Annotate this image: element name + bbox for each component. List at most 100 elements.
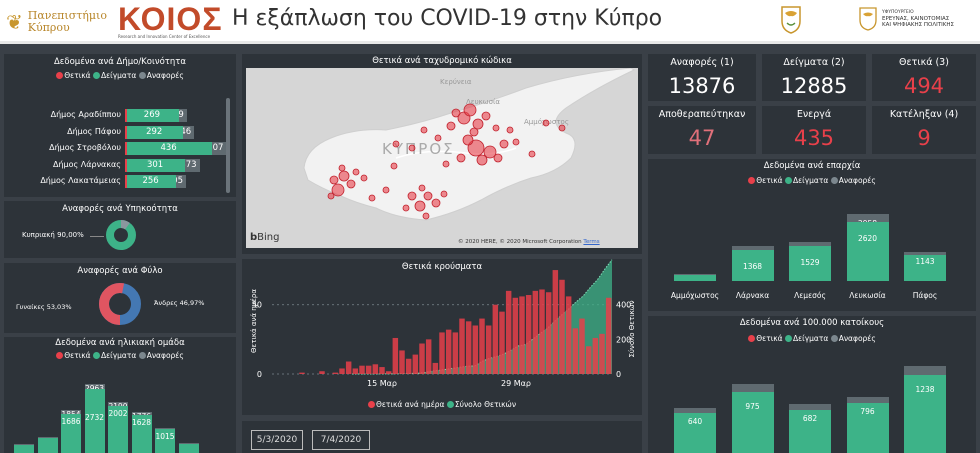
cases-daily-bar[interactable] [472,325,479,375]
municipality-positive-bar[interactable] [125,158,127,172]
cases-daily-bar[interactable] [505,290,512,374]
cases-daily-bar[interactable] [485,325,492,375]
map-case-marker[interactable] [558,124,566,132]
map-case-marker[interactable] [431,198,441,208]
age-tests-bar[interactable] [178,444,199,453]
district-tests-bar[interactable] [674,274,716,281]
cases-daily-bar[interactable] [552,270,559,374]
district-tests-bar[interactable]: 1143 [904,255,946,281]
nationality-donut[interactable] [104,218,138,252]
cases-daily-bar[interactable] [572,328,579,374]
cases-daily-bar[interactable] [385,371,392,374]
map-case-marker[interactable] [422,212,430,220]
cases-daily-bar[interactable] [559,279,565,374]
cases-daily-bar[interactable] [479,318,485,374]
cases-daily-bar[interactable] [365,365,372,374]
municipality-positive-bar[interactable] [125,175,127,188]
cases-daily-bar[interactable] [359,365,365,374]
per100k-tests-bar[interactable]: 682 [789,410,831,453]
map-case-marker[interactable] [408,144,416,152]
ministry-logo[interactable]: ΥΦΥΠΟΥΡΓΕΙΟ ΕΡΕΥΝΑΣ, ΚΑΙΝΟΤΟΜΙΑΣ ΚΑΙ ΨΗΦ… [858,6,972,32]
map-case-marker[interactable] [420,126,428,134]
map-case-marker[interactable] [442,160,450,168]
cases-daily-bar[interactable] [405,358,412,374]
date-start-input[interactable]: 5/3/2020 [251,430,303,450]
cases-daily-bar[interactable] [372,364,379,374]
map-case-marker[interactable] [492,124,500,132]
map-case-marker[interactable] [327,192,335,200]
age-tests-bar[interactable] [14,444,34,453]
map-case-marker[interactable] [418,184,426,192]
map-case-marker[interactable] [512,138,520,146]
cases-daily-bar[interactable] [539,289,545,374]
date-end-input[interactable]: 7/4/2020 [312,430,370,450]
map-case-marker[interactable] [346,179,356,189]
map-case-marker[interactable] [414,200,426,212]
map-case-marker[interactable] [476,154,488,166]
municipality-tests-bar[interactable]: 256 [125,175,177,188]
map-case-marker[interactable] [331,183,345,197]
map-case-marker[interactable] [407,191,417,201]
district-tests-bar[interactable]: 2620 [846,221,889,281]
cases-daily-bar[interactable] [439,332,445,374]
cases-daily-bar[interactable] [605,297,612,374]
map-case-marker[interactable] [402,204,410,212]
municipality-tests-bar[interactable]: 301 [125,158,186,172]
age-tests-bar[interactable] [37,438,58,453]
per100k-tests-bar[interactable]: 975 [731,391,774,453]
per100k-tests-bar[interactable]: 1238 [904,375,946,453]
map-case-marker[interactable] [469,127,479,137]
cases-daily-bar[interactable] [425,339,432,374]
cases-daily-bar[interactable] [512,297,519,374]
per100k-tests-bar[interactable]: 640 [674,412,716,453]
district-tests-bar[interactable]: 1529 [789,246,831,281]
age-tests-bar[interactable]: 2002 [108,406,128,453]
university-logo[interactable]: ❦ Πανεπιστήμιο Κύπρου [6,8,107,36]
map-case-marker[interactable] [338,170,350,182]
cases-daily-bar[interactable] [592,337,599,374]
municipality-tests-bar[interactable]: 436 [125,142,213,155]
cases-daily-bar[interactable] [419,343,425,374]
cases-daily-bar[interactable] [545,292,552,374]
municipality-tests-bar[interactable]: 292 [125,125,184,139]
map-case-marker[interactable] [481,111,491,121]
cases-daily-bar[interactable] [445,329,452,374]
age-tests-bar[interactable]: 1628 [131,415,152,453]
cases-daily-bar[interactable] [465,321,472,374]
map-case-marker[interactable] [352,168,360,176]
map-case-marker[interactable] [467,139,485,157]
map-case-marker[interactable] [446,121,456,131]
map-case-marker[interactable] [528,150,536,158]
age-tests-bar[interactable]: 2732 [84,389,105,453]
map-case-marker[interactable] [493,153,503,163]
cases-daily-bar[interactable] [332,372,339,374]
map-case-marker[interactable] [542,119,550,127]
cases-daily-bar[interactable] [519,296,525,374]
district-tests-bar[interactable]: 1368 [731,249,774,281]
map-area[interactable]: Κερύνεια Λευκωσία Αμμόχωστος ΚΥΠΡΟΣ bBin… [246,68,638,248]
cases-daily-bar[interactable] [299,372,305,374]
cases-daily-bar[interactable] [345,361,352,374]
koios-logo[interactable]: ΚΟΙΟΣ Research and Innovation Center of … [118,3,223,39]
map-case-marker[interactable] [440,190,448,198]
cases-daily-bar[interactable] [412,354,419,374]
municipality-tests-bar[interactable]: 269 [125,109,179,122]
map-case-marker[interactable] [392,140,400,148]
map-case-marker[interactable] [472,118,484,130]
map-case-marker[interactable] [368,194,376,202]
map-case-marker[interactable] [506,126,514,134]
age-tests-bar[interactable]: 1686 [61,413,81,453]
map-case-marker[interactable] [360,174,368,182]
cases-daily-bar[interactable] [432,362,439,374]
map-case-marker[interactable] [483,145,497,159]
cases-daily-bar[interactable] [339,368,345,374]
cases-daily-bar[interactable] [352,368,359,374]
age-tests-bar[interactable]: 1015 [155,429,175,453]
cases-daily-bar[interactable] [399,350,405,374]
map-case-marker[interactable] [338,164,346,172]
municipality-scrollbar[interactable] [226,98,230,193]
gender-donut[interactable] [96,280,144,328]
map-case-marker[interactable] [462,134,474,146]
cases-daily-bar[interactable] [492,304,499,374]
cases-daily-bar[interactable] [459,318,465,374]
